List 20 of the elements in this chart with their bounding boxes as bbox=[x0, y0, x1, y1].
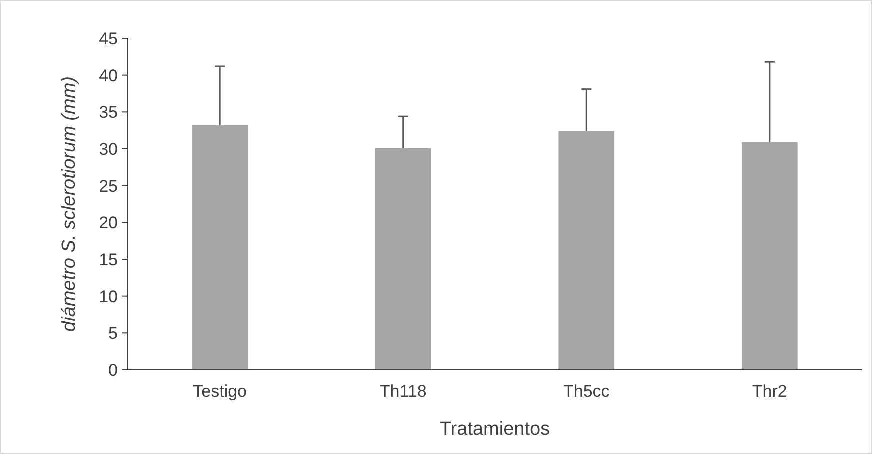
x-tick-label: Th5cc bbox=[563, 382, 610, 401]
y-tick-label: 0 bbox=[108, 360, 118, 380]
bar bbox=[192, 125, 248, 370]
y-tick-label: 40 bbox=[99, 66, 118, 86]
y-axis-title: diámetro S. sclerotiorum (mm) bbox=[59, 76, 80, 332]
y-tick-label: 15 bbox=[99, 250, 118, 270]
y-tick-label: 10 bbox=[99, 287, 118, 306]
x-axis-title: Tratamientos bbox=[440, 419, 550, 440]
y-tick-label: 45 bbox=[99, 29, 118, 48]
y-tick-label: 30 bbox=[99, 140, 118, 159]
bar bbox=[742, 142, 798, 370]
x-tick-label: Testigo bbox=[193, 382, 248, 401]
y-tick-label: 5 bbox=[108, 324, 118, 344]
bar bbox=[375, 148, 432, 370]
x-tick-label: Th118 bbox=[380, 382, 427, 401]
x-tick-label: Thr2 bbox=[752, 382, 788, 401]
bar bbox=[558, 131, 615, 370]
y-tick-label: 35 bbox=[99, 103, 118, 122]
y-tick-label: 25 bbox=[99, 176, 118, 196]
y-tick-label: 20 bbox=[99, 214, 118, 233]
